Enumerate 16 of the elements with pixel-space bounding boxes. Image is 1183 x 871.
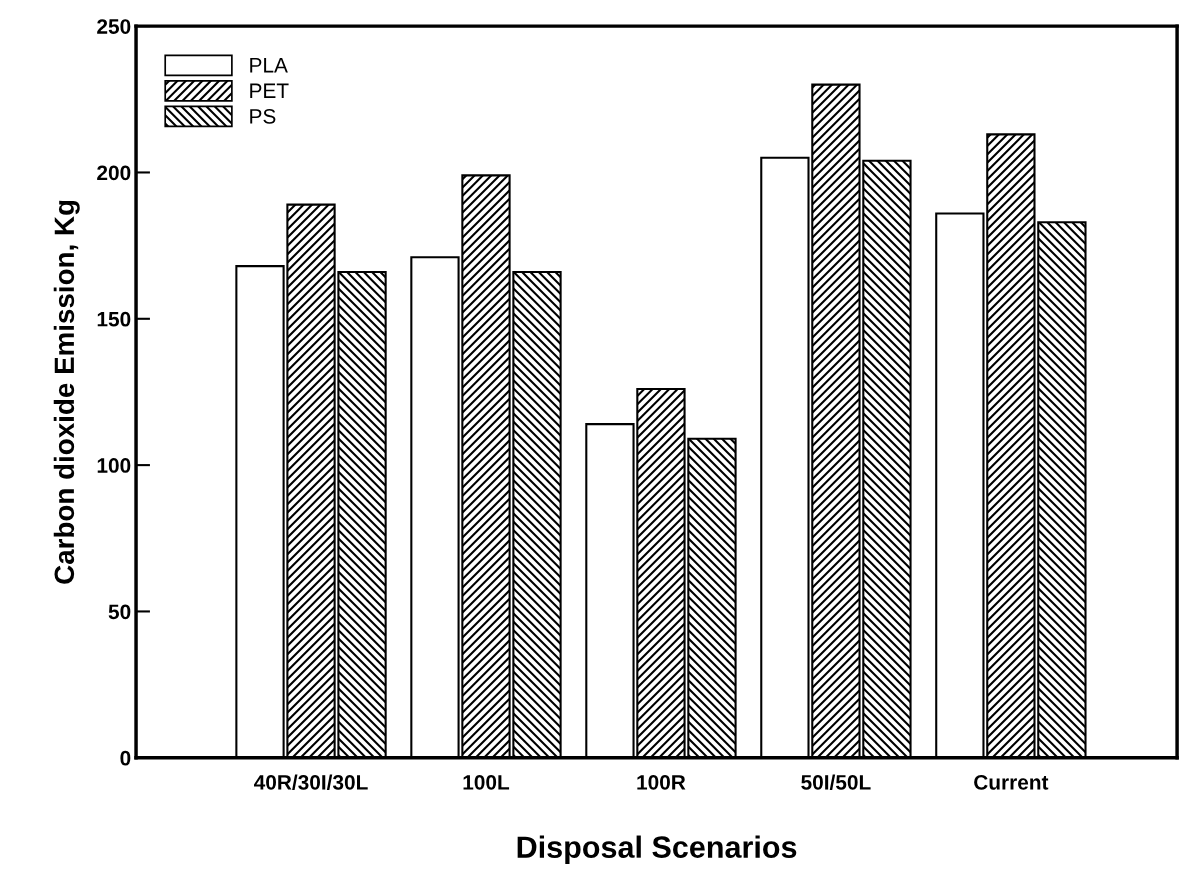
legend-label: PET (250, 83, 289, 98)
y-tick-label: 150 (97, 311, 131, 327)
x-tick-label: 40R/30I/30L (254, 774, 368, 790)
y-tick-label: 50 (108, 604, 131, 620)
x-tick-label: Current (974, 774, 1049, 790)
x-tick-label: 50I/50L (801, 774, 871, 790)
y-tick-label: 200 (97, 165, 131, 181)
y-tick-label: 0 (120, 750, 131, 766)
y-axis-title: Carbon dioxide Emission, Kg (53, 200, 80, 584)
legend-label: PLA (250, 58, 288, 73)
y-tick-label: 100 (97, 458, 131, 473)
x-tick-label: 100R (637, 774, 686, 790)
legend-label: PS (250, 108, 276, 124)
x-tick-label: 100L (463, 774, 510, 790)
x-axis-title: Disposal Scenarios (517, 835, 797, 865)
y-tick-label: 250 (97, 19, 131, 34)
